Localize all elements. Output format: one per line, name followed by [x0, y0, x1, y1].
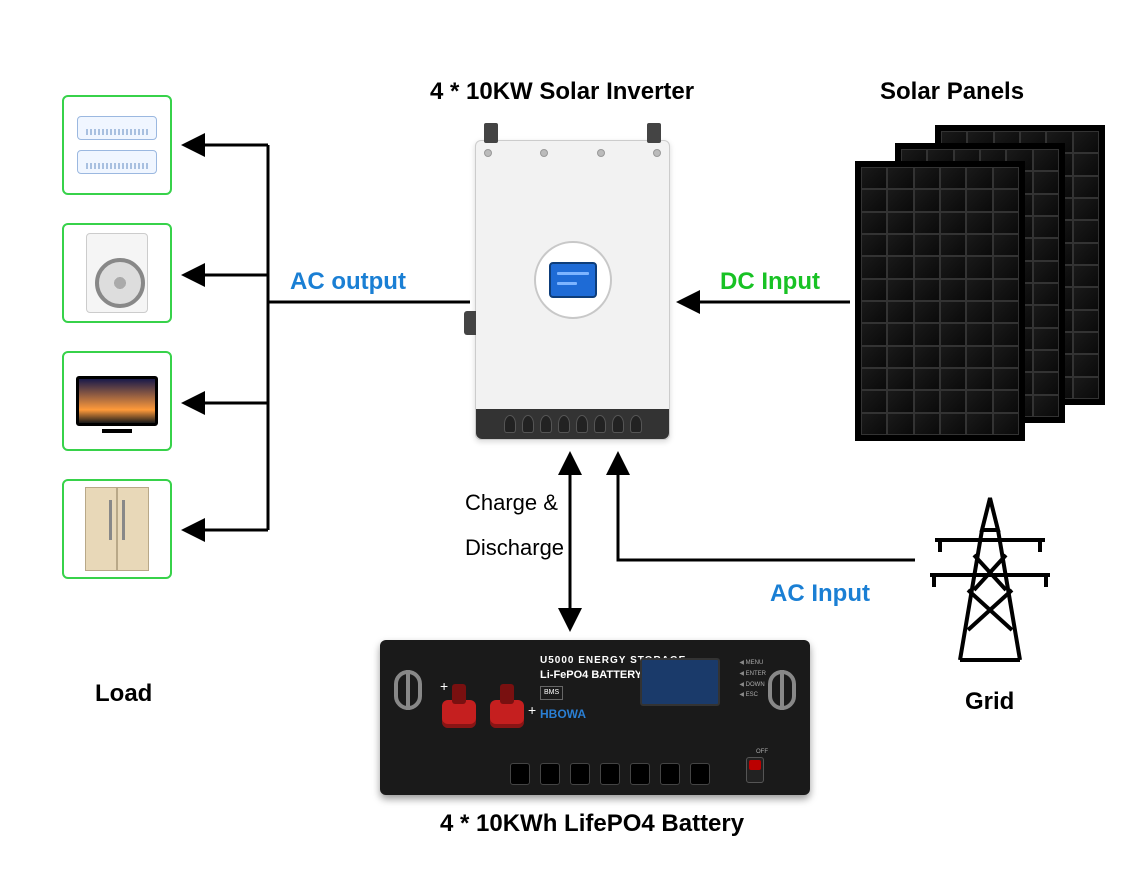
transmission-tower-icon [920, 490, 1060, 665]
inverter-display-icon [534, 241, 612, 319]
battery-handle-icon [768, 670, 796, 710]
grid-tower-node [920, 490, 1060, 665]
battery-node: + + U5000 ENERGY STORAGE Li-FePO4 BATTER… [380, 640, 810, 795]
battery-terminal-icon [442, 700, 476, 728]
battery-ports-icon [510, 757, 750, 785]
edge-ac-input [618, 455, 915, 560]
battery-buttons: MENU ENTER DOWN ESC [739, 658, 766, 701]
inverter-node [475, 140, 670, 440]
appliance-television [62, 351, 172, 451]
battery-caption: 4 * 10KWh LifePO4 Battery [440, 810, 744, 838]
battery-lcd-icon [640, 658, 720, 706]
charge-label-1: Charge & [465, 490, 558, 516]
charge-label-2: Discharge [465, 535, 564, 561]
inverter-title: 4 * 10KW Solar Inverter [430, 78, 694, 106]
appliance-refrigerator [62, 479, 172, 579]
grid-label: Grid [965, 688, 1014, 716]
load-node [62, 95, 182, 607]
load-label: Load [95, 680, 152, 708]
ac-input-label: AC Input [770, 580, 870, 608]
solar-panel-icon [855, 161, 1025, 441]
switch-label: OFF [756, 749, 768, 755]
battery-terminal-icon [490, 700, 524, 728]
solar-panels-title: Solar Panels [880, 78, 1024, 106]
appliance-washing-machine [62, 223, 172, 323]
dc-input-label: DC Input [720, 268, 820, 296]
battery-switch-icon [746, 757, 764, 783]
appliance-air-conditioner [62, 95, 172, 195]
solar-panels-node [855, 125, 1110, 435]
ac-output-label: AC output [290, 268, 406, 296]
battery-handle-icon [394, 670, 422, 710]
